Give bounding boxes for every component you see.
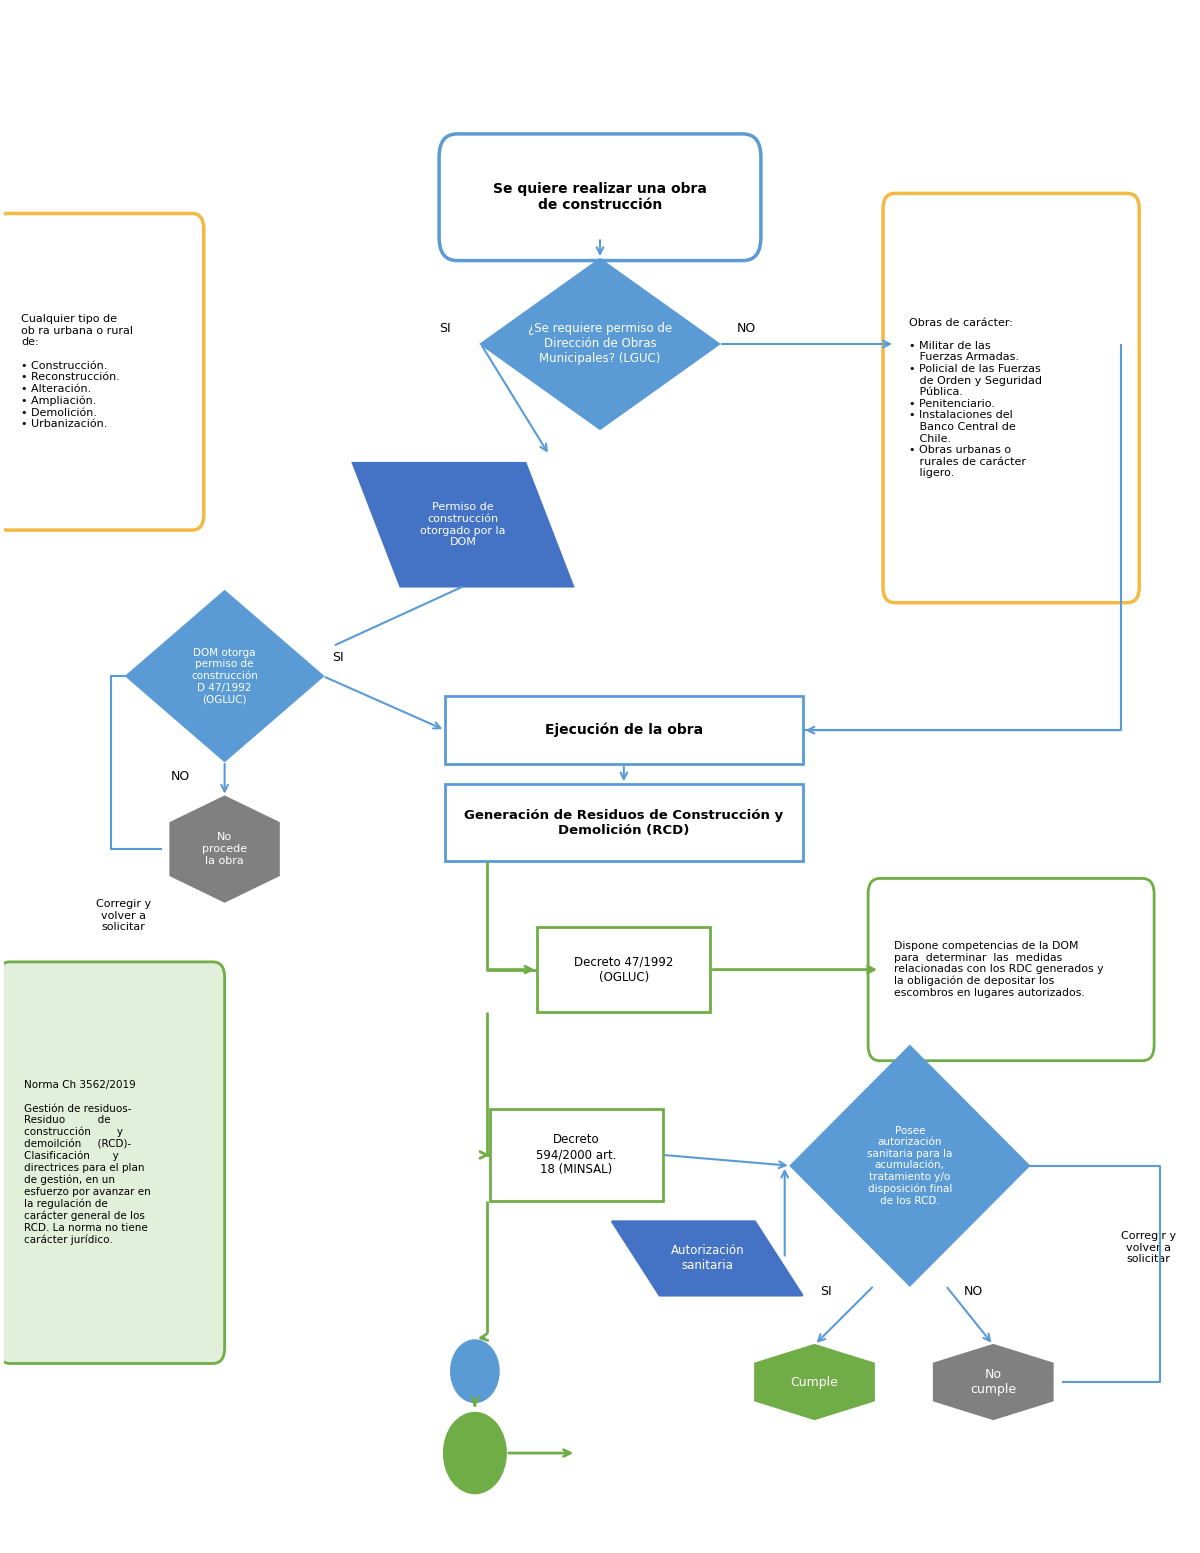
Text: Posee
autorización
sanitaria para la
acumulación,
tratamiento y/o
disposición fi: Posee autorización sanitaria para la acu… bbox=[868, 1126, 953, 1205]
Text: NO: NO bbox=[737, 321, 756, 334]
Polygon shape bbox=[170, 797, 278, 902]
Polygon shape bbox=[612, 1221, 803, 1295]
Text: Ejecución de la obra: Ejecución de la obra bbox=[545, 722, 703, 738]
Text: Cualquier tipo de
ob ra urbana o rural
de:

• Construcción.
• Reconstrucción.
• : Cualquier tipo de ob ra urbana o rural d… bbox=[22, 314, 133, 429]
Text: SI: SI bbox=[332, 651, 344, 663]
Circle shape bbox=[444, 1413, 506, 1494]
Text: Decreto
594/2000 art.
18 (MINSAL): Decreto 594/2000 art. 18 (MINSAL) bbox=[536, 1134, 617, 1177]
Text: Se quiere realizar una obra
de construcción: Se quiere realizar una obra de construcc… bbox=[493, 182, 707, 213]
Text: Autorización
sanitaria: Autorización sanitaria bbox=[671, 1244, 744, 1272]
Text: ¿Se requiere permiso de
Dirección de Obras
Municipales? (LGUC): ¿Se requiere permiso de Dirección de Obr… bbox=[528, 323, 672, 365]
Bar bbox=[538, 927, 710, 1013]
Text: No
procede
la obra: No procede la obra bbox=[202, 832, 247, 865]
Text: NO: NO bbox=[170, 770, 191, 783]
Text: Corregir y
volver a
solicitar: Corregir y volver a solicitar bbox=[96, 899, 151, 932]
Polygon shape bbox=[755, 1345, 874, 1419]
Text: Decreto 47/1992
(OGLUC): Decreto 47/1992 (OGLUC) bbox=[574, 955, 673, 983]
Bar bbox=[445, 696, 803, 764]
Polygon shape bbox=[126, 592, 323, 761]
Text: NO: NO bbox=[964, 1284, 983, 1298]
Polygon shape bbox=[934, 1345, 1052, 1419]
Text: DOM otorga
permiso de
construcción
D 47/1992
(OGLUC): DOM otorga permiso de construcción D 47/… bbox=[191, 648, 258, 705]
FancyBboxPatch shape bbox=[883, 194, 1139, 603]
FancyBboxPatch shape bbox=[868, 879, 1154, 1061]
Polygon shape bbox=[791, 1047, 1030, 1286]
Text: SI: SI bbox=[821, 1284, 832, 1298]
Bar bbox=[490, 1109, 662, 1202]
FancyBboxPatch shape bbox=[0, 213, 204, 530]
Text: Cumple: Cumple bbox=[791, 1376, 839, 1388]
FancyBboxPatch shape bbox=[0, 961, 224, 1364]
Text: No
cumple: No cumple bbox=[970, 1368, 1016, 1396]
Text: Corregir y
volver a
solicitar: Corregir y volver a solicitar bbox=[1121, 1232, 1176, 1264]
FancyBboxPatch shape bbox=[439, 134, 761, 261]
Text: Generación de Residuos de Construcción y
Demolición (RCD): Generación de Residuos de Construcción y… bbox=[464, 809, 784, 837]
Text: Dispone competencias de la DOM
para  determinar  las  medidas
relacionadas con l: Dispone competencias de la DOM para dete… bbox=[894, 941, 1104, 999]
Polygon shape bbox=[353, 463, 574, 587]
Text: Norma Ch 3562/2019

Gestión de residuos-
Residuo          de
construcción       : Norma Ch 3562/2019 Gestión de residuos- … bbox=[24, 1081, 151, 1246]
Text: Obras de carácter:

• Militar de las
   Fuerzas Armadas.
• Policial de las Fuerz: Obras de carácter: • Militar de las Fuer… bbox=[910, 318, 1043, 478]
Text: SI: SI bbox=[439, 321, 451, 334]
Circle shape bbox=[451, 1340, 499, 1402]
Text: Permiso de
construcción
otorgado por la
DOM: Permiso de construcción otorgado por la … bbox=[420, 502, 505, 547]
Polygon shape bbox=[481, 259, 719, 429]
Bar bbox=[445, 784, 803, 862]
